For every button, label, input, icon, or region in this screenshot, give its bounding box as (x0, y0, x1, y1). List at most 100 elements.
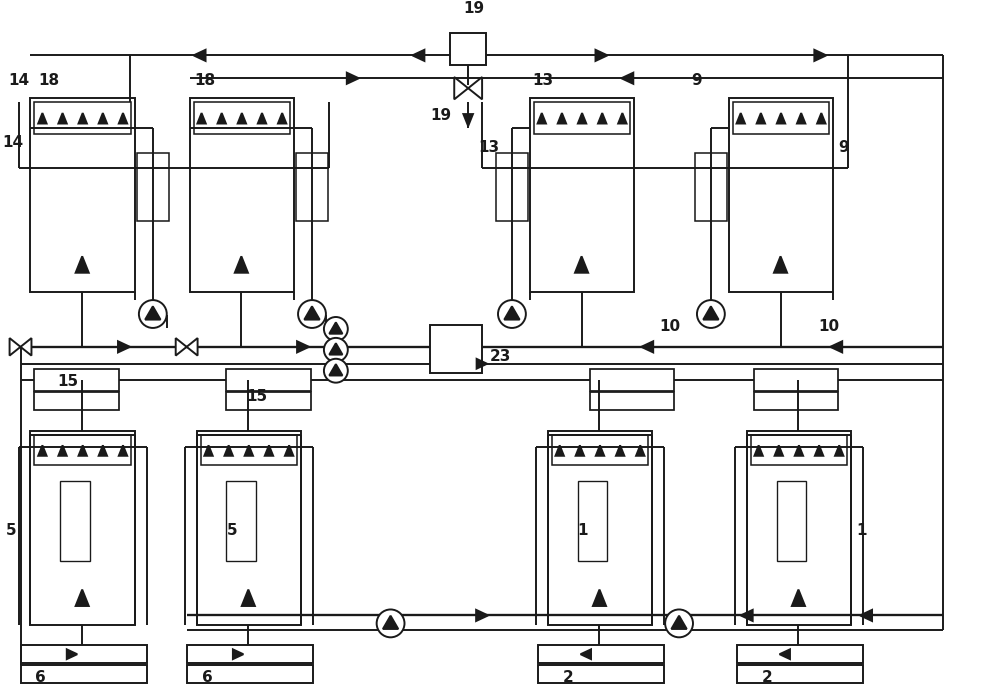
Bar (34, 392, 119, 410)
Polygon shape (578, 113, 586, 124)
Polygon shape (224, 445, 233, 456)
Text: 10: 10 (818, 320, 839, 334)
Polygon shape (703, 306, 719, 320)
Polygon shape (233, 649, 243, 659)
Bar (590, 392, 674, 410)
Text: 13: 13 (532, 73, 553, 88)
Polygon shape (454, 77, 468, 99)
Polygon shape (412, 50, 424, 61)
Bar (733, 102, 829, 134)
Bar (538, 645, 664, 663)
Polygon shape (636, 445, 644, 456)
Bar (187, 645, 313, 663)
Polygon shape (145, 306, 160, 320)
Polygon shape (218, 113, 226, 124)
Text: 18: 18 (195, 73, 216, 88)
Text: 9: 9 (838, 140, 849, 156)
Polygon shape (616, 445, 624, 456)
Bar (751, 436, 847, 466)
Polygon shape (67, 649, 77, 659)
Polygon shape (76, 590, 89, 606)
Circle shape (139, 300, 167, 328)
Bar (187, 665, 313, 683)
Circle shape (498, 300, 526, 328)
Polygon shape (21, 338, 31, 355)
Bar (296, 153, 328, 221)
Bar (21, 665, 147, 683)
Polygon shape (258, 113, 266, 124)
Text: 9: 9 (691, 73, 702, 88)
Polygon shape (814, 50, 826, 61)
Bar (552, 436, 648, 466)
Bar (30, 431, 135, 625)
Bar (737, 665, 863, 683)
Polygon shape (297, 341, 309, 352)
Bar (538, 665, 664, 683)
Polygon shape (204, 445, 213, 456)
Bar (496, 153, 528, 221)
Text: 13: 13 (478, 140, 499, 156)
Bar (548, 431, 652, 625)
Polygon shape (38, 445, 47, 456)
Polygon shape (235, 256, 248, 273)
Polygon shape (593, 590, 606, 606)
Polygon shape (737, 113, 745, 124)
Text: 6: 6 (202, 669, 212, 685)
Polygon shape (538, 113, 546, 124)
Polygon shape (835, 445, 843, 456)
Polygon shape (304, 306, 320, 320)
Polygon shape (780, 649, 790, 659)
Polygon shape (795, 445, 803, 456)
Polygon shape (741, 610, 753, 621)
Polygon shape (38, 113, 47, 124)
Polygon shape (558, 113, 566, 124)
Polygon shape (383, 616, 398, 629)
Circle shape (324, 317, 348, 341)
Bar (530, 98, 634, 292)
Polygon shape (815, 445, 823, 456)
Polygon shape (99, 445, 107, 456)
Polygon shape (76, 256, 89, 273)
Bar (578, 481, 607, 560)
Polygon shape (347, 73, 359, 84)
Polygon shape (504, 306, 520, 320)
Bar (226, 392, 311, 410)
Bar (590, 369, 674, 391)
Polygon shape (754, 445, 763, 456)
Bar (34, 102, 131, 134)
Text: 10: 10 (659, 320, 680, 334)
Polygon shape (595, 50, 607, 61)
Polygon shape (278, 113, 286, 124)
Bar (194, 102, 290, 134)
Polygon shape (618, 113, 627, 124)
Polygon shape (598, 113, 606, 124)
Text: 5: 5 (226, 524, 237, 538)
Bar (197, 431, 301, 625)
Polygon shape (329, 364, 342, 376)
Bar (201, 436, 297, 466)
Bar (754, 369, 838, 391)
Bar (21, 645, 147, 663)
Circle shape (665, 609, 693, 637)
Polygon shape (285, 445, 293, 456)
Bar (747, 431, 851, 625)
Polygon shape (830, 341, 842, 352)
Polygon shape (99, 113, 107, 124)
Bar (430, 325, 482, 373)
Polygon shape (621, 73, 633, 84)
Bar (695, 153, 727, 221)
Polygon shape (774, 256, 787, 273)
Bar (34, 369, 119, 391)
Polygon shape (468, 77, 482, 99)
Text: 1: 1 (578, 524, 588, 538)
Circle shape (377, 609, 405, 637)
Polygon shape (463, 114, 473, 126)
Polygon shape (119, 113, 127, 124)
Text: 19: 19 (463, 1, 484, 16)
Bar (450, 34, 486, 66)
Polygon shape (576, 445, 584, 456)
Polygon shape (671, 616, 687, 629)
Polygon shape (329, 343, 342, 355)
Bar (137, 153, 169, 221)
Bar (777, 481, 806, 560)
